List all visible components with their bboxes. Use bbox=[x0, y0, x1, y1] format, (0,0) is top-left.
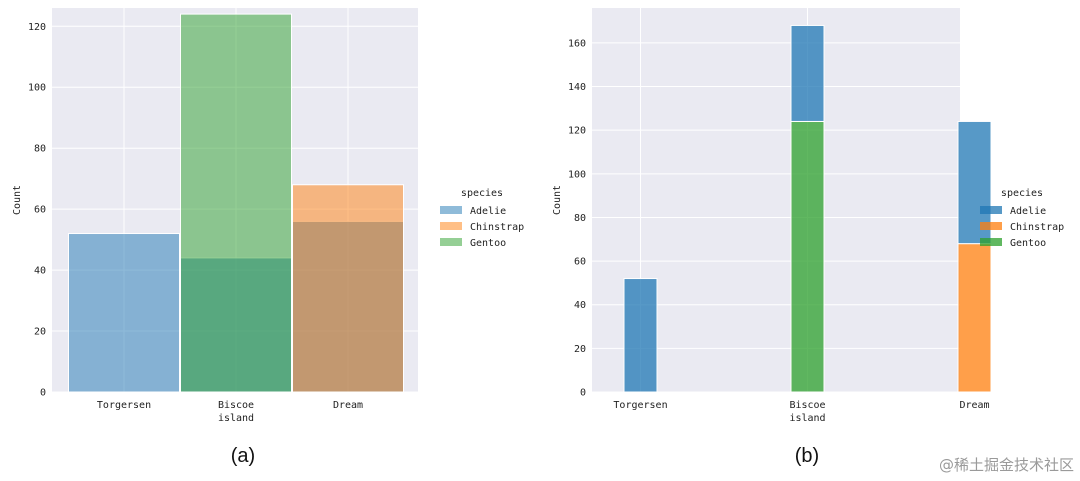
chart-b-ytick-label-160: 160 bbox=[568, 38, 586, 49]
chart-a-ylabel: Count bbox=[12, 185, 23, 215]
chart-b-xtick-label-torgersen: Torgersen bbox=[613, 400, 667, 411]
chart-b-legend-title: species bbox=[1001, 188, 1043, 199]
chart-a-xtick-label-torgersen: Torgersen bbox=[97, 400, 151, 411]
chart-a-ytick-label-20: 20 bbox=[34, 327, 46, 338]
chart-b-legend-swatch-gentoo bbox=[980, 238, 1002, 246]
chart-b-bar-gentoo-biscoe-island bbox=[790, 120, 825, 393]
chart-a-caption: (a) bbox=[231, 445, 255, 467]
chart-b-legend: species Adelie Chinstrap Gentoo bbox=[980, 188, 1064, 249]
chart-a-legend-swatch-chinstrap bbox=[440, 222, 462, 230]
chart-a-legend-swatch-gentoo bbox=[440, 238, 462, 246]
chart-a-legend-label-adelie: Adelie bbox=[470, 206, 506, 217]
chart-a-ytick-label-100: 100 bbox=[28, 83, 46, 94]
chart-b-bar-adelie-torgersen bbox=[623, 278, 658, 393]
chart-b-ytick-label-120: 120 bbox=[568, 126, 586, 137]
chart-b-ytick-label-140: 140 bbox=[568, 82, 586, 93]
chart-a-ytick-label-60: 60 bbox=[34, 205, 46, 216]
chart-b-ytick-label-20: 20 bbox=[574, 344, 586, 355]
chart-a-bar-adelie-torgersen bbox=[68, 233, 180, 393]
chart-b-xtick-label-biscoe-island: Biscoe island bbox=[789, 400, 825, 424]
chart-a-ytick-label-80: 80 bbox=[34, 144, 46, 155]
chart-a-ytick-label-40: 40 bbox=[34, 266, 46, 277]
chart-b-ytick-label-80: 80 bbox=[574, 213, 586, 224]
chart-a-legend-swatch-adelie bbox=[440, 206, 462, 214]
chart-b-legend-swatch-adelie bbox=[980, 206, 1002, 214]
chart-b: 0 20 40 60 80 100 120 140 160 Torgersen Biscoe isla… bbox=[552, 8, 1064, 467]
chart-b-ytick-label-40: 40 bbox=[574, 300, 586, 311]
chart-a: 0 20 40 60 80 100 120 Torgersen Biscoe island Drea… bbox=[12, 8, 524, 467]
chart-a-xtick-label-dream: Dream bbox=[333, 400, 363, 411]
chart-b-ytick-label-0: 0 bbox=[580, 388, 586, 399]
chart-b-xtick-label-dream: Dream bbox=[959, 400, 989, 411]
chart-a-legend-label-chinstrap: Chinstrap bbox=[470, 222, 524, 233]
chart-b-ytick-label-60: 60 bbox=[574, 257, 586, 268]
chart-b-bar-adelie-biscoe-island bbox=[790, 24, 825, 122]
chart-b-legend-label-chinstrap: Chinstrap bbox=[1010, 222, 1064, 233]
chart-b-legend-label-adelie: Adelie bbox=[1010, 206, 1046, 217]
chart-a-xtick-label-biscoe-island: Biscoe island bbox=[218, 400, 254, 424]
chart-a-ytick-label-120: 120 bbox=[28, 22, 46, 33]
chart-b-ytick-label-100: 100 bbox=[568, 169, 586, 180]
chart-a-ytick-label-0: 0 bbox=[40, 388, 46, 399]
chart-b-legend-swatch-chinstrap bbox=[980, 222, 1002, 230]
chart-a-legend-label-gentoo: Gentoo bbox=[470, 238, 506, 249]
chart-b-bar-chinstrap-dream bbox=[957, 243, 992, 393]
chart-a-bar-gentoo-biscoe-island bbox=[180, 13, 292, 393]
chart-a-bar-chinstrap-dream bbox=[292, 184, 404, 393]
watermark: @稀土掘金技术社区 bbox=[939, 456, 1074, 474]
chart-b-legend-label-gentoo: Gentoo bbox=[1010, 238, 1046, 249]
chart-a-legend-title: species bbox=[461, 188, 503, 199]
chart-b-caption: (b) bbox=[795, 445, 819, 467]
chart-b-ylabel: Count bbox=[552, 185, 563, 215]
chart-a-legend: species Adelie Chinstrap Gentoo bbox=[440, 188, 524, 249]
